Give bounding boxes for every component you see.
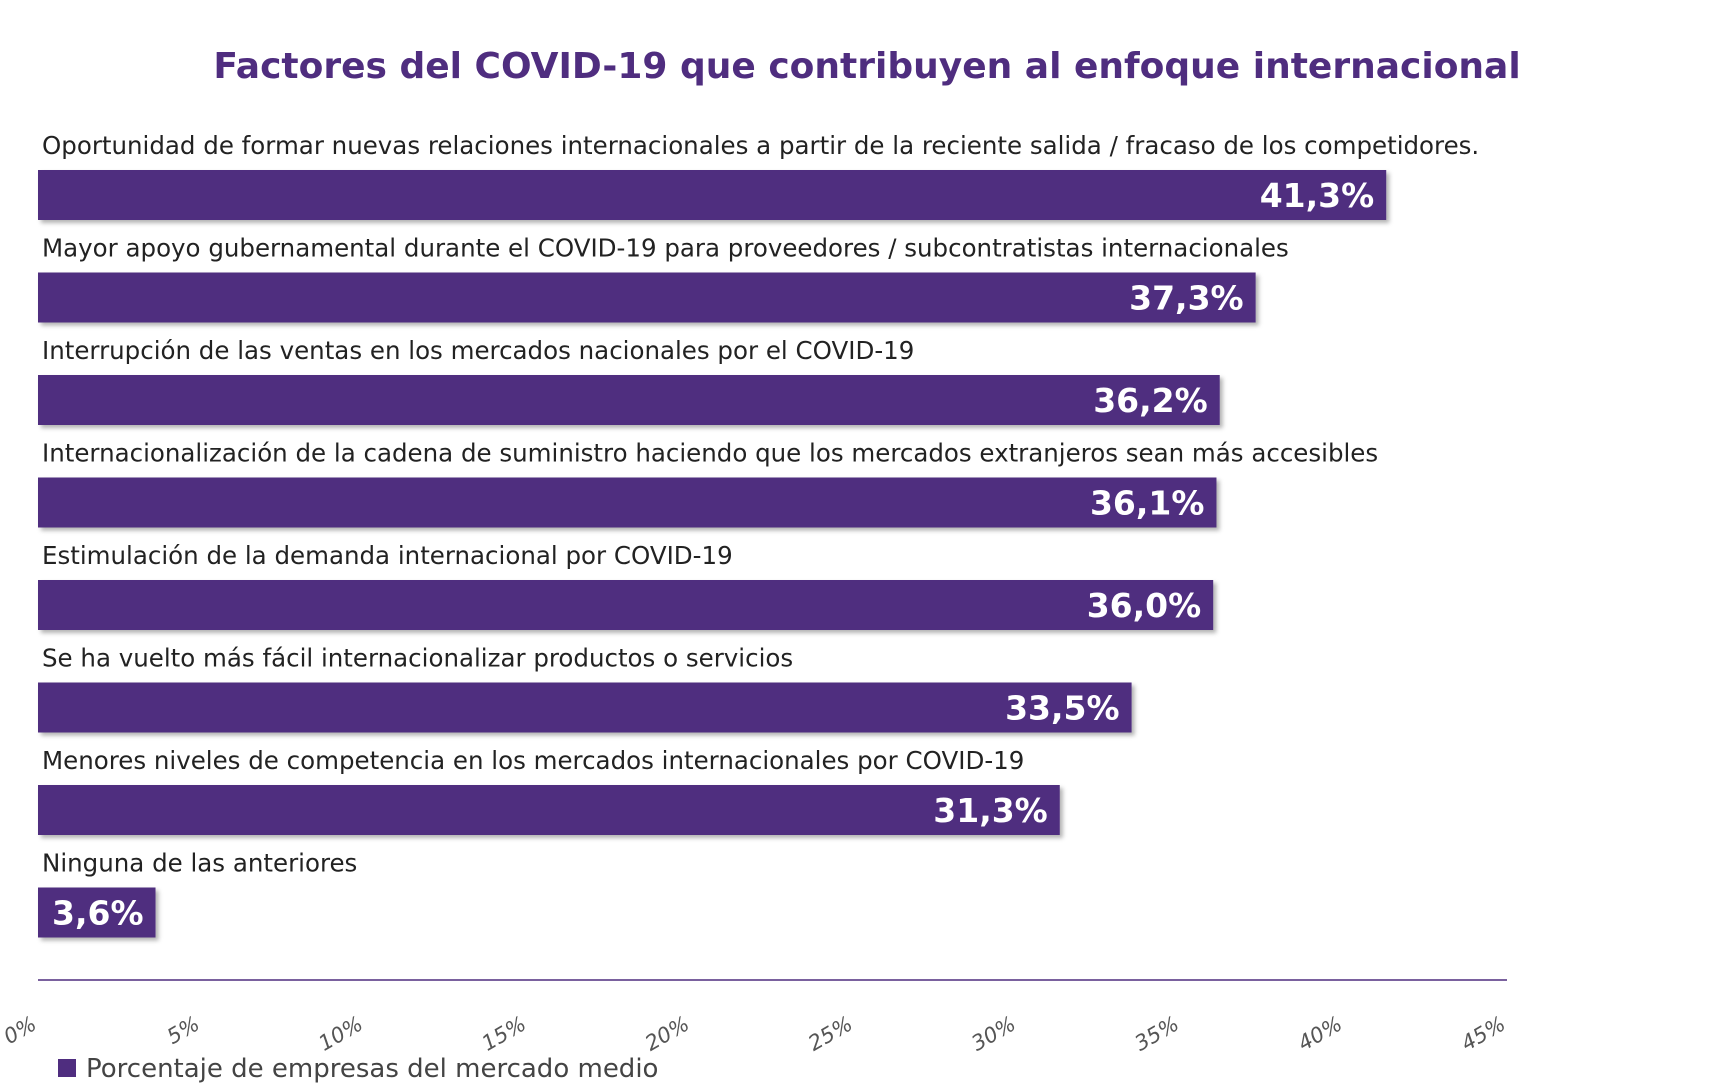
bar-value-label: 36,1%	[1090, 484, 1205, 523]
category-label: Oportunidad de formar nuevas relaciones …	[42, 131, 1479, 160]
x-tick-label: 5%	[163, 1012, 204, 1049]
bar-group: Menores niveles de competencia en los me…	[38, 746, 1060, 835]
bar-group: Internacionalización de la cadena de sum…	[38, 439, 1378, 528]
x-tick-label: 40%	[1294, 1012, 1346, 1056]
category-label: Estimulación de la demanda internacional…	[42, 541, 733, 570]
bar	[38, 580, 1214, 630]
category-label: Menores niveles de competencia en los me…	[42, 746, 1024, 775]
bar-group: Estimulación de la demanda internacional…	[38, 541, 1214, 630]
x-tick-label: 10%	[315, 1012, 367, 1056]
bar-value-label: 37,3%	[1129, 279, 1244, 318]
bar	[38, 170, 1387, 220]
bar-group: Mayor apoyo gubernamental durante el COV…	[38, 234, 1289, 323]
bar-value-label: 33,5%	[1005, 689, 1120, 728]
bar	[38, 375, 1220, 425]
bar-value-label: 36,2%	[1093, 381, 1208, 420]
bar	[38, 785, 1060, 835]
category-label: Ninguna de las anteriores	[42, 849, 357, 878]
legend: Porcentaje de empresas del mercado medio	[58, 1054, 658, 1084]
legend-swatch	[58, 1059, 76, 1077]
category-label: Internacionalización de la cadena de sum…	[42, 439, 1378, 468]
bar-value-label: 3,6%	[52, 894, 144, 933]
bar-value-label: 36,0%	[1087, 586, 1202, 625]
category-label: Se ha vuelto más fácil internacionalizar…	[42, 644, 793, 673]
bar	[38, 887, 156, 938]
x-tick-label: 25%	[804, 1012, 856, 1056]
bar-group: Se ha vuelto más fácil internacionalizar…	[38, 644, 1132, 733]
x-tick-label: 15%	[478, 1012, 530, 1056]
x-tick-label: 0%	[0, 1012, 40, 1049]
x-tick-label: 45%	[1457, 1012, 1509, 1056]
bar-group: Oportunidad de formar nuevas relaciones …	[38, 131, 1479, 220]
bars-layer: Oportunidad de formar nuevas relaciones …	[38, 131, 1479, 938]
x-tick-labels: 0% 5% 10% 15% 20% 25% 30% 35% 40% 45%	[0, 1012, 1510, 1056]
legend-label: Porcentaje de empresas del mercado medio	[86, 1054, 658, 1084]
bar-value-label: 41,3%	[1260, 176, 1375, 215]
bar-group: Interrupción de las ventas en los mercad…	[38, 336, 1220, 425]
bar-group: Ninguna de las anteriores 3,6%	[38, 849, 357, 938]
x-tick-label: 30%	[967, 1012, 1019, 1056]
category-label: Mayor apoyo gubernamental durante el COV…	[42, 234, 1289, 263]
bar	[38, 272, 1256, 323]
x-tick-label: 20%	[641, 1012, 693, 1056]
category-label: Interrupción de las ventas en los mercad…	[42, 336, 914, 365]
bar	[38, 477, 1217, 528]
bar-value-label: 31,3%	[933, 791, 1048, 830]
x-tick-label: 35%	[1131, 1012, 1183, 1056]
bar	[38, 682, 1132, 733]
chart-title: Factores del COVID-19 que contribuyen al…	[213, 46, 1520, 87]
